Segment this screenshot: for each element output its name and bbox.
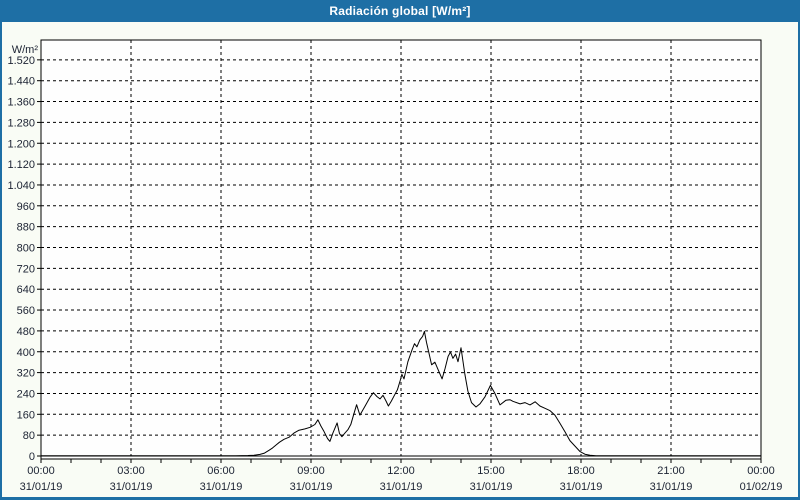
y-tick-label: 1.440 [7, 76, 35, 88]
window-title: Radiación global [W/m²] [329, 4, 471, 18]
radiation-chart: 0 80 160 240 320 400 480 560 640 720 800 880 960 1.04… [7, 39, 783, 493]
x-tick-date-label: 31/01/19 [200, 481, 243, 493]
x-minor-ticks [40, 459, 762, 463]
y-tick-label: 560 [17, 305, 35, 317]
x-tick-time-label: 06:00 [207, 465, 235, 477]
x-tick-time-label: 18:00 [567, 465, 595, 477]
x-tick-date-label: 31/01/19 [560, 481, 603, 493]
y-tick-label: 1.280 [7, 117, 35, 129]
x-tick-date-label: 31/01/19 [650, 481, 693, 493]
x-tick-time-label: 21:00 [657, 465, 685, 477]
x-axis-labels: 00:00 31/01/19 03:00 31/01/19 06:00 31/01/19 0… [20, 465, 783, 493]
y-tick-label: 960 [17, 201, 35, 213]
y-tick-label: 1.360 [7, 97, 35, 109]
x-tick-time-label: 09:00 [297, 465, 325, 477]
y-tick-label: 1.520 [7, 55, 35, 67]
y-tick-label: 1.120 [7, 159, 35, 171]
x-tick-date-label: 31/01/19 [20, 481, 63, 493]
y-tick-label: 320 [17, 368, 35, 380]
chart-area: 0 80 160 240 320 400 480 560 640 720 800 880 960 1.04… [2, 22, 798, 497]
y-tick-label: 640 [17, 284, 35, 296]
y-tick-label: 1.200 [7, 138, 35, 150]
x-tick-time-label: 00:00 [27, 465, 55, 477]
x-tick-date-label: 31/01/19 [110, 481, 153, 493]
y-axis: 0 80 160 240 320 400 480 560 640 720 800 880 960 1.04… [7, 55, 41, 463]
x-tick-date-label: 31/01/19 [470, 481, 513, 493]
y-tick-label: 240 [17, 388, 35, 400]
x-tick-time-label: 15:00 [477, 465, 505, 477]
y-tick-label: 160 [17, 409, 35, 421]
y-tick-label: 0 [29, 451, 35, 463]
y-tick-label: 480 [17, 326, 35, 338]
y-tick-label: 1.040 [7, 180, 35, 192]
y-tick-label: 80 [23, 430, 35, 442]
y-tick-label: 800 [17, 243, 35, 255]
y-axis-unit-label: W/m² [12, 44, 39, 56]
x-tick-date-label: 31/01/19 [290, 481, 333, 493]
x-tick-date-label: 31/01/19 [380, 481, 423, 493]
x-tick-time-label: 12:00 [387, 465, 415, 477]
x-tick-date-label: 01/02/19 [740, 481, 783, 493]
radiation-curve [41, 330, 761, 457]
x-tick-time-label: 00:00 [747, 465, 775, 477]
x-tick-time-label: 03:00 [117, 465, 145, 477]
y-tick-label: 720 [17, 263, 35, 275]
y-tick-label: 880 [17, 222, 35, 234]
window-titlebar: Radiación global [W/m²] [0, 0, 800, 22]
y-tick-label: 400 [17, 347, 35, 359]
